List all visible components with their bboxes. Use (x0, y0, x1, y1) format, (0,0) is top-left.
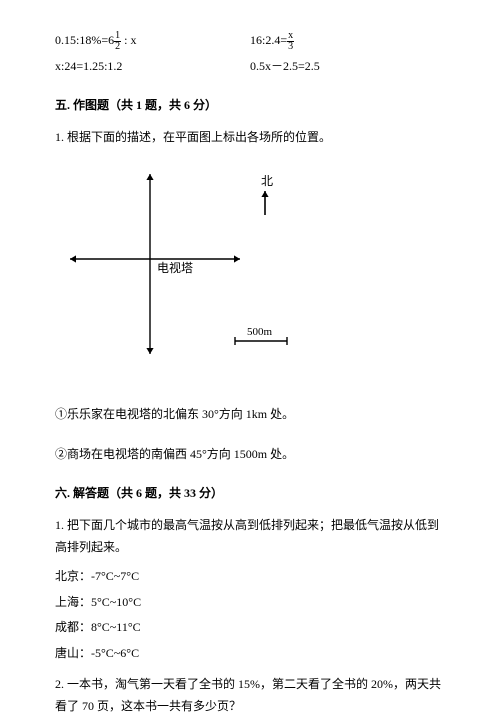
svg-text:500m: 500m (247, 326, 273, 338)
diagram-svg: 电视塔 北 500m (65, 159, 295, 379)
svg-text:北: 北 (261, 174, 273, 188)
city-item: 唐山：-5°C~6°C (55, 643, 445, 665)
equation-row-1: 0.15:18%=612 : x 16:2.4=x3 (55, 30, 445, 52)
city-item: 成都：8°C~11°C (55, 617, 445, 639)
section-5-title: 五. 作图题（共 1 题，共 6 分） (55, 95, 445, 117)
eq-text: 0.15:18%=6 (55, 33, 114, 47)
eq-text: : x (121, 33, 136, 47)
eq-1-left: 0.15:18%=612 : x (55, 30, 250, 52)
section-5-q1: 1. 根据下面的描述，在平面图上标出各场所的位置。 (55, 127, 445, 149)
section-6-title: 六. 解答题（共 6 题，共 33 分） (55, 483, 445, 505)
equation-row-2: x:24=1.25:1.2 0.5x－2.5=2.5 (55, 56, 445, 78)
diagram: 电视塔 北 500m (65, 159, 445, 387)
svg-text:电视塔: 电视塔 (157, 260, 193, 275)
city-list: 北京：-7°C~7°C 上海：5°C~10°C 成都：8°C~11°C 唐山：-5°C… (55, 566, 445, 664)
section-6-q2: 2. 一本书，淘气第一天看了全书的 15%，第二天看了全书的 20%，两天共看了… (55, 674, 445, 717)
city-item: 北京：-7°C~7°C (55, 566, 445, 588)
section-6-q1: 1. 把下面几个城市的最高气温按从高到低排列起来；把最低气温按从低到高排列起来。 (55, 515, 445, 558)
eq-text: 16:2.4= (250, 33, 287, 47)
eq-1-right: 16:2.4=x3 (250, 30, 445, 52)
section-5-sub1: ①乐乐家在电视塔的北偏东 30°方向 1km 处。 (55, 404, 445, 426)
section-5-sub2: ②商场在电视塔的南偏西 45°方向 1500m 处。 (55, 444, 445, 466)
fraction: x3 (287, 31, 294, 52)
eq-2-right: 0.5x－2.5=2.5 (250, 56, 445, 78)
eq-2-left: x:24=1.25:1.2 (55, 56, 250, 78)
city-item: 上海：5°C~10°C (55, 592, 445, 614)
